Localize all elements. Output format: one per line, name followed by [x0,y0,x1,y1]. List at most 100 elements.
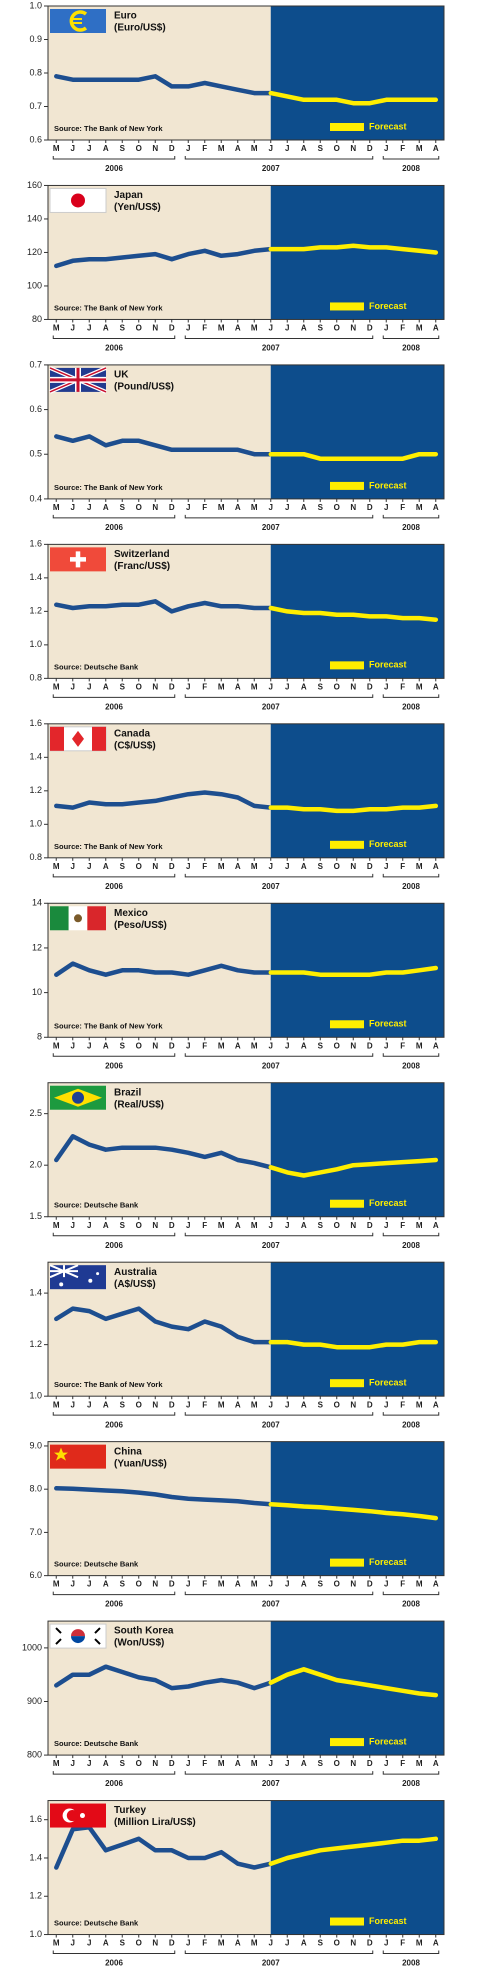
x-tick-label: F [202,144,207,153]
x-tick-label: A [433,324,439,333]
flag [71,193,85,208]
year-bracket [184,514,374,519]
x-tick-label: O [136,862,142,871]
source-note: Source: Deutsche Bank [54,1201,139,1210]
chart-title: Switzerland [114,549,170,560]
x-tick-label: A [433,144,439,153]
chart-subtitle: (C$/US$) [114,740,156,751]
x-tick-label: M [218,682,225,691]
forecast-background [270,6,444,140]
x-tick-label: A [433,682,439,691]
chart-title: Turkey [114,1805,146,1816]
x-tick-label: S [120,862,126,871]
x-tick-label: J [285,862,289,871]
x-tick-label: A [301,144,307,153]
year-label: 2006 [105,344,123,353]
y-tick-label: 1000 [22,1642,42,1652]
x-tick-label: F [202,1759,207,1768]
flag [72,730,84,747]
source-note: Source: The Bank of New York [54,1380,163,1389]
x-tick-label: S [318,862,324,871]
x-tick-label: A [235,1939,241,1948]
x-tick-label: O [136,1939,142,1948]
plot-frame [47,1620,445,1756]
legend-label: Forecast [369,1378,407,1388]
x-tick-label: J [71,1400,75,1409]
x-tick-label: A [235,1041,241,1050]
year-label: 2007 [262,523,280,532]
year-label: 2006 [105,1241,123,1250]
legend-swatch [330,302,364,311]
chart-subtitle: (Yuan/US$) [114,1458,167,1469]
legend-swatch [330,840,364,849]
x-tick-label: M [53,1580,60,1589]
x-tick-label: J [285,144,289,153]
x-tick-label: J [269,1041,273,1050]
chart-subtitle: (Euro/US$) [114,23,166,34]
x-tick-label: J [269,324,273,333]
year-bracket [184,1950,374,1955]
x-tick-label: A [103,682,109,691]
x-tick-label: D [367,324,373,333]
legend-swatch [330,1917,364,1926]
year-bracket [184,694,374,698]
year-label: 2008 [402,702,420,711]
forecast-line [268,1339,439,1350]
year-label: 2007 [262,702,280,711]
y-tick-label: 0.7 [29,359,42,369]
x-tick-label: N [350,682,356,691]
x-tick-label: A [235,1400,241,1409]
x-tick-label: F [400,682,405,691]
history-line [54,1486,274,1507]
y-tick-label: 1.0 [29,0,42,10]
x-tick-label: D [169,862,175,871]
x-tick-label: N [152,1759,158,1768]
x-tick-label: N [350,1580,356,1589]
forecast-background [270,1621,444,1756]
x-tick-label: J [384,862,388,871]
chart-panel: 6.0 7.0 8.0 9.0 M J J A S O N D J F M A M J J A S O N D J F M A 2006… [29,1440,445,1609]
x-tick-label: J [71,1939,75,1948]
legend-swatch [330,1199,364,1208]
x-tick-label: A [433,503,439,512]
x-tick-label: J [285,1580,289,1589]
x-tick-label: N [152,1041,158,1050]
forecast-background [270,1082,444,1217]
x-tick-label: M [416,503,423,512]
x-tick-label: M [416,682,423,691]
x-tick-label: F [202,682,207,691]
chart-title: Australia [114,1267,157,1278]
year-label: 2006 [105,702,123,711]
x-tick-label: N [350,1400,356,1409]
source-note: Source: The Bank of New York [54,483,163,492]
history-line [54,434,274,457]
year-bracket [52,1950,176,1955]
x-tick-label: J [269,503,273,512]
year-bracket [382,1412,440,1416]
x-tick-label: J [384,1221,388,1230]
year-label: 2008 [402,1600,420,1609]
x-tick-label: N [152,1400,158,1409]
x-tick-label: A [103,1939,109,1948]
x-tick-label: A [103,1759,109,1768]
forecast-line [268,1502,439,1521]
x-tick-label: S [120,1759,126,1768]
year-bracket [184,335,374,339]
x-tick-label: J [285,324,289,333]
plot-frame [47,1261,445,1397]
x-tick-label: A [235,1580,241,1589]
x-tick-label: M [251,1759,258,1768]
x-tick-label: A [433,1939,439,1948]
x-tick-label: D [367,862,373,871]
source-note: Source: Deutsche Bank [54,1560,139,1569]
x-tick-label: S [318,1580,324,1589]
chart-panel: 0.4 0.5 0.6 0.7 M J J A S O N D J F M A M J J A S O N D J F M A 2006… [29,359,445,532]
y-tick-label: 10 [32,987,42,997]
chart-panel: 80 100 120 140 160 M J J A S O N D J F M A M J J A S O N D J F M A 20… [27,180,445,353]
x-tick-label: J [384,1939,388,1948]
x-tick-label: A [103,324,109,333]
chart-panel: 1.0 1.2 1.4 M J J A S O N D J F M A M J J A S O N D J F M A 2006 200… [29,1261,445,1429]
y-tick-label: 1.6 [29,1814,42,1824]
flag [50,367,106,392]
